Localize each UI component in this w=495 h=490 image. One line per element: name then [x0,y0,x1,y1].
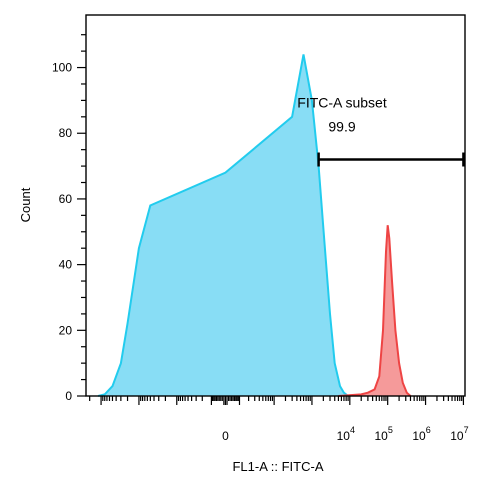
x-tick-label: 106 [412,425,430,443]
y-tick-label: 80 [59,126,73,140]
x-tick-label: 107 [450,425,468,443]
histogram-fill-2 [338,225,411,396]
histogram-outline-2 [338,225,412,397]
plot-area [97,54,412,397]
histogram-fill-1 [98,54,349,397]
y-tick-label: 0 [65,389,72,403]
gate-percentage-label: 99.9 [328,119,355,135]
y-axis: 0 20 40 60 80 100 [52,34,86,403]
x-tick-label: 0 [222,429,229,443]
x-axis-title: FL1-A :: FITC-A [232,459,323,474]
histogram-outline-1 [97,54,349,397]
y-tick-label: 20 [59,323,73,337]
y-tick-label: 60 [59,192,73,206]
plot-frame [85,14,466,397]
x-tick-label: 104 [337,425,355,443]
y-tick-label: 40 [59,258,73,272]
y-tick-label: 100 [52,61,72,75]
x-tick-label: 105 [375,425,393,443]
x-axis: 0 104 105 106 107 [89,396,469,443]
gate: FITC-A subset 99.9 [297,95,465,167]
y-axis-title: Count [18,187,33,222]
gate-name-label: FITC-A subset [297,95,387,111]
